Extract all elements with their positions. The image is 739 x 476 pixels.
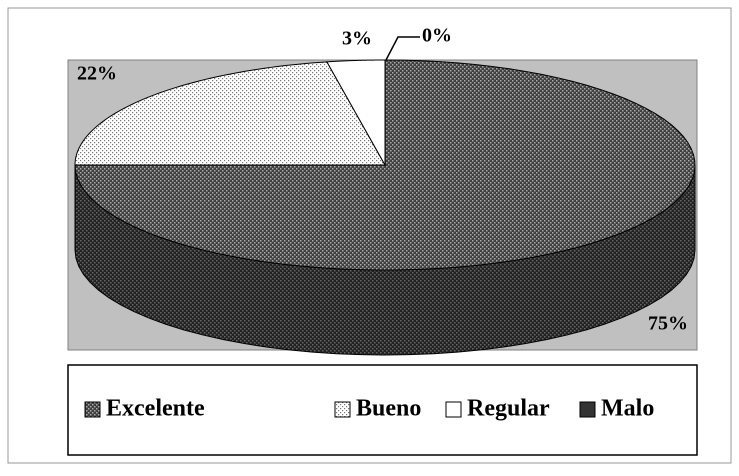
slice	[74, 59, 696, 271]
legend-swatch	[334, 401, 351, 418]
slice	[326, 59, 386, 167]
data-label: 0%	[422, 25, 452, 47]
slice	[74, 61, 386, 166]
legend-swatch	[84, 401, 101, 418]
legend-label: Malo	[601, 396, 654, 422]
legend-swatch	[445, 401, 462, 418]
data-label: 22%	[77, 63, 117, 85]
legend-label: Bueno	[356, 396, 421, 422]
data-label: 3%	[342, 28, 372, 50]
leader-line	[385, 36, 420, 61]
legend-label: Regular	[467, 396, 550, 422]
legend-label: Excelente	[106, 396, 205, 422]
legend-swatch	[579, 401, 596, 418]
data-label: 75%	[648, 313, 688, 335]
